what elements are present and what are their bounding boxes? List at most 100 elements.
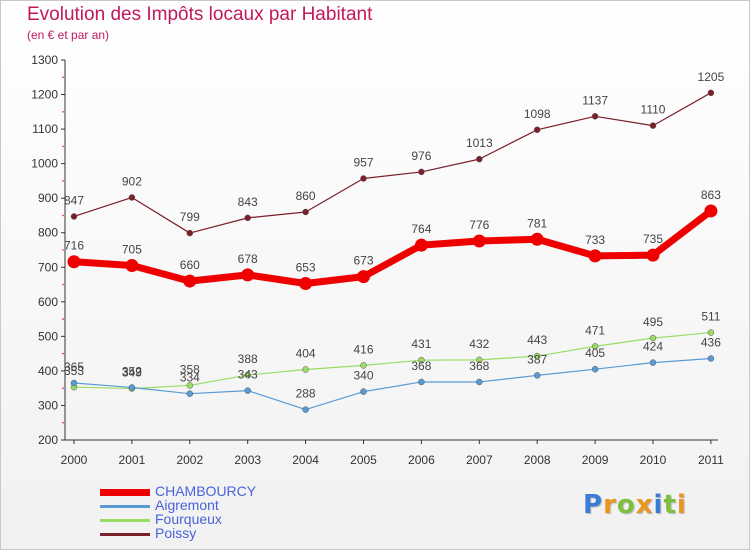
data-label: 673 bbox=[353, 254, 373, 268]
x-tick-label: 2008 bbox=[524, 453, 551, 467]
legend: CHAMBOURCY Aigremont Fourqueux Poissy bbox=[100, 483, 320, 542]
data-point bbox=[357, 270, 370, 284]
data-label: 902 bbox=[122, 174, 142, 188]
data-label: 431 bbox=[411, 337, 431, 351]
data-label: 511 bbox=[701, 310, 720, 324]
x-tick-label: 2011 bbox=[698, 453, 724, 467]
data-label: 1110 bbox=[641, 103, 666, 117]
y-tick-label: 1200 bbox=[31, 88, 58, 102]
data-point bbox=[530, 232, 544, 246]
data-label: 1137 bbox=[582, 93, 608, 107]
data-point bbox=[302, 208, 309, 216]
legend-item-fourqueux[interactable]: Fourqueux bbox=[100, 511, 320, 528]
data-point bbox=[360, 362, 367, 369]
proxiti-logo[interactable]: Proxiti bbox=[583, 490, 687, 520]
logo-letter: t bbox=[663, 490, 677, 520]
x-tick-label: 2010 bbox=[640, 453, 667, 467]
data-point bbox=[704, 204, 718, 218]
data-point bbox=[591, 113, 599, 120]
data-point bbox=[418, 168, 425, 176]
data-label: 416 bbox=[353, 342, 373, 356]
data-label: 863 bbox=[701, 188, 721, 202]
y-minor-tick bbox=[62, 111, 64, 113]
data-label: 660 bbox=[180, 258, 200, 272]
data-point bbox=[302, 406, 309, 413]
data-point bbox=[707, 329, 715, 336]
data-point bbox=[183, 274, 197, 288]
logo-letter: i bbox=[676, 490, 687, 520]
x-tick-label: 2006 bbox=[408, 453, 435, 467]
legend-swatch bbox=[100, 533, 150, 536]
y-tick-label: 1100 bbox=[32, 122, 58, 136]
data-label: 349 bbox=[122, 366, 142, 380]
data-point bbox=[476, 356, 483, 364]
data-point bbox=[646, 248, 660, 262]
data-point bbox=[128, 384, 136, 391]
data-label: 976 bbox=[411, 149, 431, 163]
data-point bbox=[418, 378, 425, 386]
data-point bbox=[591, 365, 599, 373]
logo-letter: x bbox=[635, 490, 654, 520]
data-label: 353 bbox=[64, 364, 84, 378]
data-label: 1098 bbox=[524, 107, 551, 121]
data-label: 735 bbox=[643, 232, 663, 246]
y-tick-label: 600 bbox=[38, 295, 58, 309]
data-point bbox=[360, 388, 367, 395]
data-label: 799 bbox=[180, 210, 200, 224]
x-tick-label: 2009 bbox=[582, 453, 609, 467]
data-label: 860 bbox=[296, 189, 316, 203]
legend-item-aigremont[interactable]: Aigremont bbox=[100, 497, 320, 514]
data-label: 424 bbox=[643, 340, 663, 354]
data-point bbox=[533, 126, 541, 134]
data-point bbox=[67, 255, 81, 269]
data-label: 705 bbox=[122, 243, 142, 257]
data-label: 405 bbox=[585, 346, 605, 360]
x-tick-label: 2004 bbox=[292, 453, 319, 467]
series-line-chambourcy bbox=[73, 208, 714, 288]
data-point bbox=[186, 382, 194, 389]
data-point bbox=[360, 175, 367, 182]
y-tick-label: 300 bbox=[38, 398, 58, 412]
data-label: 358 bbox=[180, 362, 200, 376]
y-tick-label: 900 bbox=[38, 191, 58, 205]
data-point bbox=[707, 355, 715, 362]
data-point bbox=[70, 213, 78, 220]
series-line-aigremont bbox=[73, 357, 711, 411]
data-point bbox=[244, 214, 251, 222]
data-point bbox=[125, 259, 139, 273]
data-label: 340 bbox=[353, 369, 373, 383]
data-label: 368 bbox=[411, 359, 431, 373]
data-label: 388 bbox=[238, 352, 258, 366]
data-label: 288 bbox=[296, 387, 316, 401]
y-minor-tick bbox=[62, 318, 64, 320]
data-point bbox=[591, 343, 599, 350]
y-minor-tick bbox=[62, 180, 64, 182]
legend-item-poissy[interactable]: Poissy bbox=[100, 525, 320, 542]
x-tick-label: 2003 bbox=[234, 453, 261, 467]
data-label: 343 bbox=[238, 368, 258, 382]
legend-item-chambourcy[interactable]: CHAMBOURCY bbox=[100, 483, 320, 500]
data-point bbox=[186, 229, 194, 237]
data-label: 443 bbox=[527, 333, 547, 347]
y-tick-label: 500 bbox=[38, 329, 58, 343]
data-label: 716 bbox=[64, 239, 84, 253]
y-minor-tick bbox=[62, 421, 64, 424]
x-tick-label: 2000 bbox=[61, 453, 88, 467]
data-label: 957 bbox=[353, 155, 373, 169]
data-point bbox=[302, 366, 309, 373]
x-tick-label: 2001 bbox=[119, 453, 146, 467]
y-minor-tick bbox=[62, 145, 64, 148]
y-minor-tick bbox=[62, 76, 64, 79]
legend-label: Poissy bbox=[155, 525, 197, 541]
data-point bbox=[707, 89, 715, 97]
data-point bbox=[299, 277, 313, 291]
logo-letter: P bbox=[583, 490, 604, 520]
chart-subtitle: (en € et par an) bbox=[27, 28, 110, 42]
data-point bbox=[476, 378, 483, 386]
data-label: 781 bbox=[527, 216, 547, 230]
data-point bbox=[649, 334, 657, 342]
logo-letter: r bbox=[603, 490, 617, 520]
data-label: 387 bbox=[527, 352, 547, 366]
y-minor-tick bbox=[62, 283, 64, 286]
